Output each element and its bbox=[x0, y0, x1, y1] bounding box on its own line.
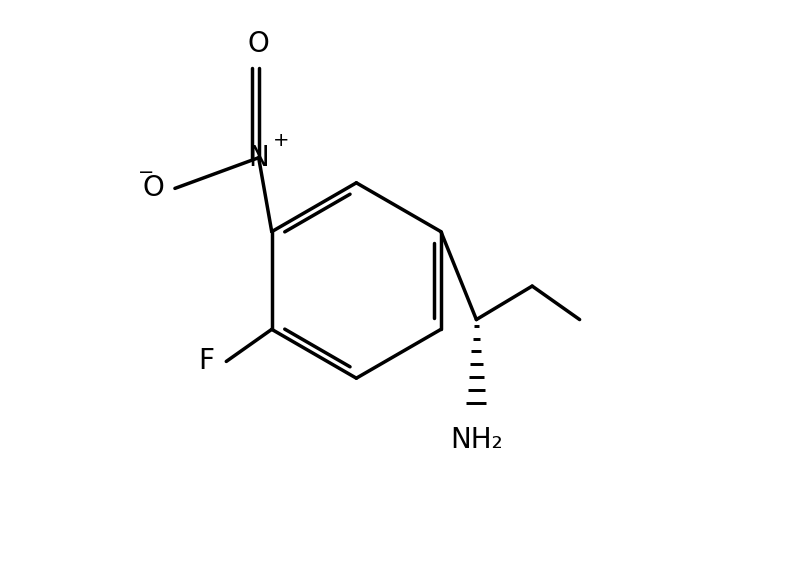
Text: −: − bbox=[138, 163, 154, 182]
Text: +: + bbox=[273, 131, 290, 150]
Text: NH₂: NH₂ bbox=[450, 426, 503, 454]
Text: F: F bbox=[198, 347, 214, 375]
Text: N: N bbox=[249, 144, 269, 172]
Text: O: O bbox=[142, 174, 164, 203]
Text: O: O bbox=[248, 30, 269, 58]
